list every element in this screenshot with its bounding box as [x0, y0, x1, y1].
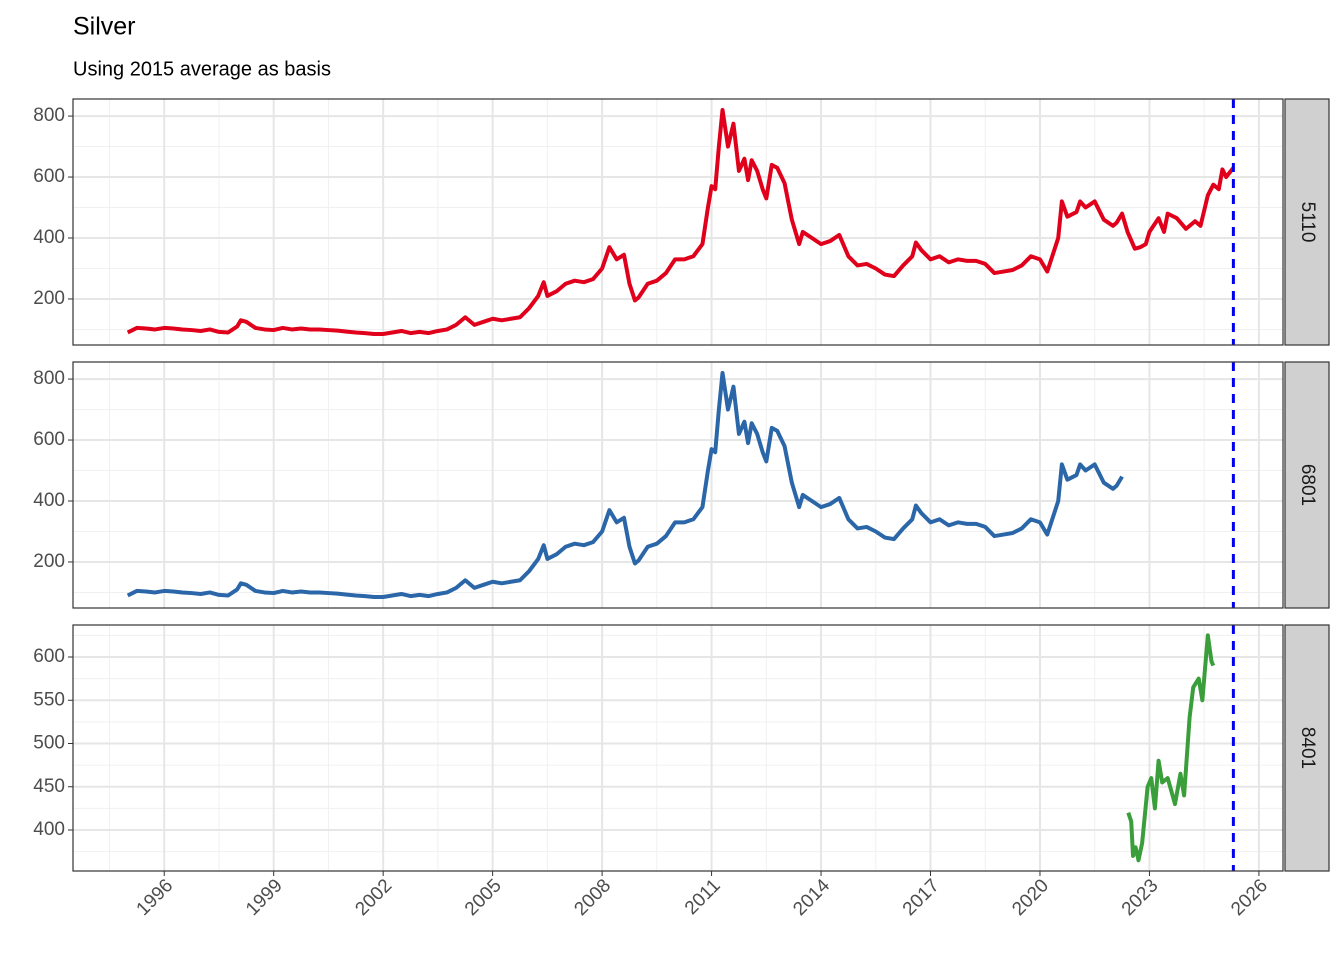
y-tick-label: 400 — [33, 490, 65, 511]
y-tick-label: 600 — [33, 429, 65, 450]
panel-background — [73, 625, 1283, 871]
y-tick-label: 600 — [33, 166, 65, 187]
panel-background — [73, 99, 1283, 345]
x-tick-label: 1996 — [133, 875, 178, 920]
chart-title: Silver — [73, 13, 136, 41]
y-tick-label: 600 — [33, 646, 65, 667]
strip-background — [1284, 98, 1330, 346]
y-tick-label: 200 — [33, 288, 65, 309]
series-line — [126, 107, 1235, 337]
x-tick-label: 2005 — [461, 875, 506, 920]
series-line — [126, 370, 1124, 600]
x-tick-label: 2008 — [570, 875, 615, 920]
x-tick-label: 1999 — [242, 875, 287, 920]
strip-background — [1284, 361, 1330, 609]
y-tick-label: 200 — [33, 551, 65, 572]
y-tick-label: 400 — [33, 227, 65, 248]
chart-subtitle: Using 2015 average as basis — [73, 58, 331, 80]
panel-border — [72, 361, 1284, 609]
y-tick-label: 800 — [33, 368, 65, 389]
strip-label: 6801 — [1297, 464, 1318, 506]
panel-background — [73, 362, 1283, 608]
y-tick-label: 450 — [33, 776, 65, 797]
x-tick-label: 2014 — [789, 875, 834, 920]
x-tick-label: 2023 — [1118, 875, 1163, 920]
y-tick-label: 550 — [33, 689, 65, 710]
panel-border — [72, 98, 1284, 346]
strip-background — [1284, 624, 1330, 872]
y-tick-label: 400 — [33, 819, 65, 840]
panel-border — [72, 624, 1284, 872]
x-tick-label: 2020 — [1008, 875, 1053, 920]
x-tick-label: 2026 — [1227, 875, 1272, 920]
y-tick-label: 500 — [33, 733, 65, 754]
x-tick-label: 2002 — [351, 875, 396, 920]
series-line — [1126, 633, 1216, 863]
y-tick-label: 800 — [33, 105, 65, 126]
x-tick-label: 2011 — [681, 875, 725, 919]
x-tick-label: 2017 — [899, 875, 944, 920]
strip-label: 8401 — [1297, 727, 1318, 769]
strip-label: 5110 — [1297, 202, 1318, 243]
